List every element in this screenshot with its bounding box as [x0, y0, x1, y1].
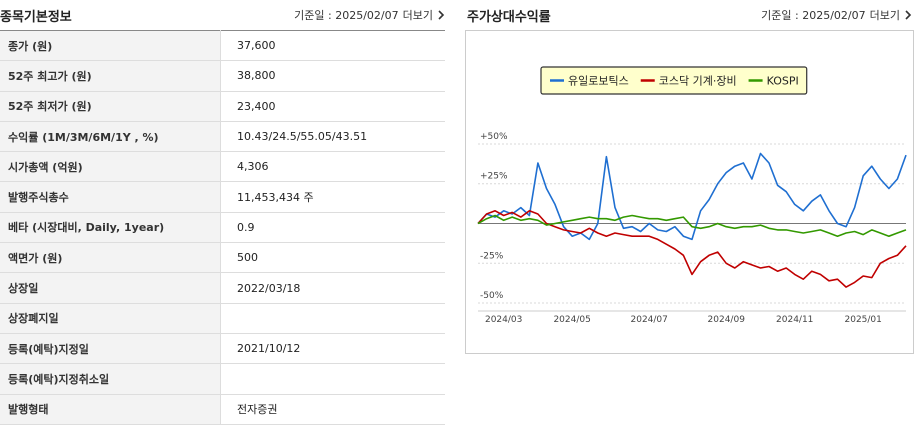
info-row: 종가 (원) 37,600 [0, 30, 445, 62]
info-label: 액면가 (원) [0, 242, 221, 274]
chart: +50% +25% -25% -50% 2024/03 2024/05 2024/07 202… [477, 66, 907, 325]
info-row: 액면가 (원) 500 [0, 242, 445, 274]
info-row: 52주 최고가 (원) 38,800 [0, 60, 445, 92]
series-line [477, 152, 907, 241]
y-tick-label: +50% [480, 132, 508, 142]
y-tick-label: -50% [480, 291, 504, 301]
info-row: 상장일 2022/03/18 [0, 272, 445, 304]
y-tick-label: -25% [480, 251, 504, 261]
info-row: 등록(예탁)지정일 2021/10/12 [0, 333, 445, 365]
chevron[interactable] [904, 10, 912, 20]
info-meta: 기준일 : 2025/02/07 더보기 [294, 7, 445, 23]
legend-label: 코스닥 기계·장비 [659, 75, 737, 88]
legend-label: KOSPI [767, 75, 799, 88]
info-label: 등록(예탁)지정취소일 [0, 363, 221, 395]
info-row: 52주 최저가 (원) 23,400 [0, 91, 445, 122]
info-value: 2022/03/18 [220, 272, 445, 304]
x-tick-label: 2024/07 [631, 315, 668, 325]
x-tick-label: 2025/01 [845, 315, 882, 325]
x-tick-label: 2024/03 [485, 315, 522, 325]
chart-meta: 기준일 : 2025/02/07 더보기 [761, 7, 912, 23]
info-label: 종가 (원) [0, 30, 221, 62]
info-value: 4,306 [220, 151, 445, 183]
info-label: 52주 최저가 (원) [0, 91, 221, 122]
info-value: 11,453,434 주 [220, 181, 445, 213]
info-row: 발행형태 전자증권 [0, 394, 445, 425]
info-label: 수익률 (1M/3M/6M/1Y , %) [0, 121, 221, 153]
info-date: 기준일 : 2025/02/07 [294, 9, 399, 22]
info-row: 시가총액 (억원) 4,306 [0, 151, 445, 183]
info-row: 수익률 (1M/3M/6M/1Y , %) 10.43/24.5/55.05/43… [0, 121, 445, 153]
info-label: 발행주식총수 [0, 181, 221, 213]
info-row: 등록(예탁)지정취소일 [0, 363, 445, 395]
info-label: 등록(예탁)지정일 [0, 333, 221, 365]
info-row: 상장폐지일 [0, 303, 445, 334]
info-label: 발행형태 [0, 394, 221, 425]
more-link[interactable]: 더보기 [869, 9, 900, 22]
info-value: 500 [220, 242, 445, 274]
info-header: 종목기본정보 기준일 : 2025/02/07 더보기 [0, 0, 445, 30]
info-row: 발행주식총수 11,453,434 주 [0, 181, 445, 213]
legend: 유일로보틱스 코스닥 기계·장비 KOSPI [540, 66, 808, 95]
info-value: 38,800 [220, 60, 445, 92]
info-value: 2021/10/12 [220, 333, 445, 365]
legend-label: 유일로보틱스 [568, 74, 629, 88]
info-value: 전자증권 [220, 394, 445, 425]
chart-header: 주가상대수익률 기준일 : 2025/02/07 더보기 [467, 0, 912, 30]
info-label: 상장일 [0, 272, 221, 304]
info-label: 상장폐지일 [0, 303, 221, 334]
info-value [220, 363, 445, 395]
chart-date: 기준일 : 2025/02/07 [761, 9, 866, 22]
series-line [477, 214, 907, 237]
info-value: 0.9 [220, 212, 445, 244]
chart-title: 주가상대수익률 [467, 9, 551, 25]
info-label: 베타 (시장대비, Daily, 1year) [0, 212, 221, 244]
info-label: 시가총액 (억원) [0, 151, 221, 183]
chevron[interactable] [437, 10, 445, 20]
legend-box [540, 66, 808, 95]
info-value [220, 303, 445, 334]
info-value: 37,600 [220, 30, 445, 62]
more-link[interactable]: 더보기 [402, 9, 433, 22]
chart-box: +50% +25% -25% -50% 2024/03 2024/05 2024/07 202… [465, 30, 914, 354]
x-tick-label: 2024/11 [776, 315, 813, 325]
info-value: 23,400 [220, 91, 445, 122]
info-title: 종목기본정보 [0, 9, 72, 25]
info-value: 10.43/24.5/55.05/43.51 [220, 121, 445, 153]
y-tick-label: +25% [480, 172, 508, 182]
info-row: 베타 (시장대비, Daily, 1year) 0.9 [0, 212, 445, 244]
info-table: 종가 (원) 37,600 52주 최고가 (원) 38,800 52주 최저가 (원)… [0, 30, 445, 425]
x-tick-label: 2024/09 [708, 315, 746, 325]
info-label: 52주 최고가 (원) [0, 60, 221, 92]
x-tick-label: 2024/05 [553, 315, 590, 325]
